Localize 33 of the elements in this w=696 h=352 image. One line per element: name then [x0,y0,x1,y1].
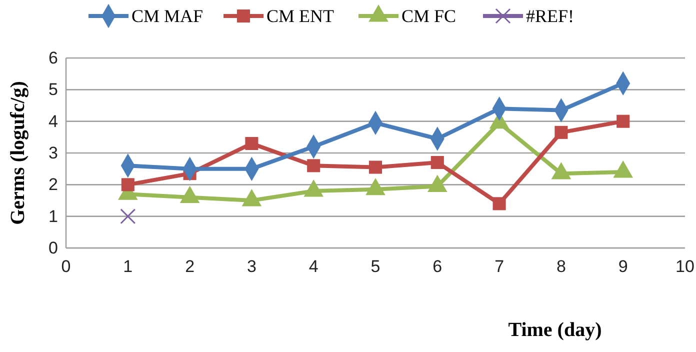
y-tick-label: 5 [48,80,58,100]
legend-label: CM MAF [132,6,204,26]
x-tick-label: 8 [556,257,566,276]
x-tick-label: 6 [432,257,442,276]
x-tick-label: 3 [246,257,256,276]
y-tick-label: 3 [48,143,58,162]
x-tick-label: 5 [370,257,380,276]
x-tick-label: 4 [308,257,318,276]
y-tick-label: 6 [48,48,58,68]
y-tick-label: 4 [48,112,58,131]
y-tick-label: 2 [48,175,58,194]
point [430,156,444,170]
point [245,136,258,150]
legend-label: #REF! [526,6,574,26]
x-tick-label: 0 [61,257,71,276]
y-axis-title: Germs (logufc/g) [7,81,29,225]
legend-label: CM FC [402,6,456,26]
x-tick-label: 7 [494,257,504,276]
y-tick-label: 1 [48,206,58,226]
point [616,114,630,128]
x-tick-label: 2 [185,257,195,276]
legend-label: CM ENT [266,6,334,26]
point [121,178,134,192]
x-tick-label: 1 [123,257,133,276]
point [368,160,382,174]
point [492,197,506,210]
x-axis-title: Time (day) [508,319,602,341]
y-tick-label: 0 [48,238,58,258]
point [307,159,320,172]
x-tick-label: 9 [618,257,628,276]
x-tick-label: 10 [676,257,694,276]
point [554,126,568,139]
point [120,208,136,224]
